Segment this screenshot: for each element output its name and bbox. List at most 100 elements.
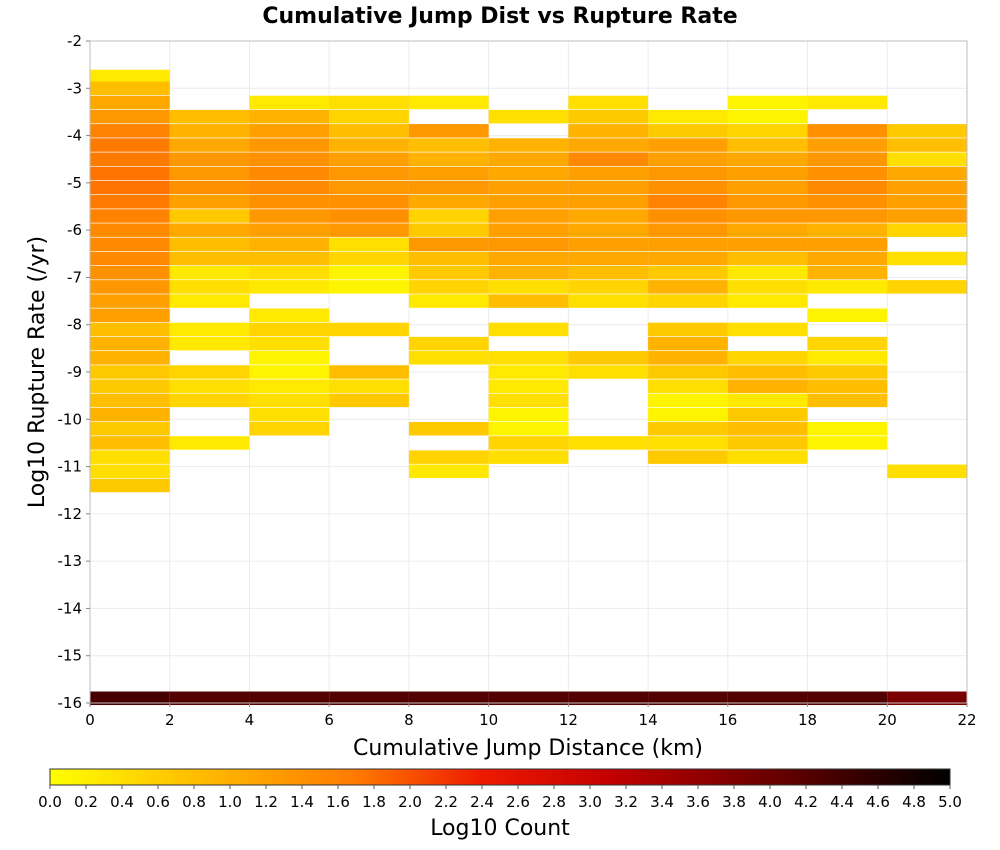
heatmap-cell — [727, 109, 808, 124]
heatmap-cell — [249, 322, 330, 337]
heatmap-cell — [408, 95, 489, 110]
heatmap-cell — [648, 237, 728, 252]
y-tick-label: -2 — [67, 32, 82, 50]
heatmap-cell — [329, 124, 409, 138]
heatmap-cell — [648, 209, 728, 223]
heatmap-cell — [488, 138, 569, 152]
heatmap-cell — [90, 294, 170, 308]
heatmap-cell — [408, 265, 489, 280]
heatmap-cell — [887, 195, 967, 209]
heatmap-cell — [249, 138, 330, 152]
x-tick-label: 16 — [718, 711, 737, 729]
x-tick-label: 18 — [798, 711, 817, 729]
colorbar-tick-label: 1.8 — [362, 793, 386, 811]
heatmap-cell — [90, 124, 170, 138]
x-tick-label: 10 — [479, 711, 498, 729]
heatmap-cell — [648, 265, 728, 280]
heatmap-cell — [408, 124, 489, 138]
heatmap-cell — [727, 237, 808, 252]
heatmap-cell — [488, 322, 569, 337]
heatmap-cell — [648, 691, 728, 706]
heatmap-cell — [408, 180, 489, 195]
plot-area — [89, 40, 968, 706]
heatmap-cell — [249, 237, 330, 252]
heatmap-cell — [807, 421, 888, 436]
heatmap-cell — [169, 436, 250, 450]
heatmap-cell — [329, 195, 409, 209]
heatmap-cell — [249, 180, 330, 195]
heatmap-cell — [249, 95, 330, 110]
chart-title: Cumulative Jump Dist vs Rupture Rate — [262, 4, 737, 29]
heatmap-cell — [408, 138, 489, 152]
y-tick-label: -3 — [67, 79, 82, 97]
heatmap-cell — [169, 109, 250, 124]
x-tick-label: 0 — [85, 711, 95, 729]
colorbar-tick-label: 3.0 — [578, 793, 602, 811]
heatmap-cell — [807, 336, 888, 351]
heatmap-cell — [807, 209, 888, 223]
colorbar-tick-label: 3.2 — [614, 793, 638, 811]
colorbar-tick-label: 1.6 — [326, 793, 350, 811]
heatmap-cell — [488, 691, 569, 706]
heatmap-cell — [648, 322, 728, 337]
heatmap-cell — [887, 691, 967, 706]
y-tick-label: -15 — [58, 647, 83, 665]
heatmap-cell — [90, 195, 170, 209]
y-tick-label: -5 — [67, 174, 82, 192]
heatmap-cell — [488, 180, 569, 195]
heatmap-cell — [249, 109, 330, 124]
heatmap-cell — [90, 322, 170, 337]
heatmap-cell — [648, 351, 728, 365]
colorbar-tick-label: 4.4 — [830, 793, 854, 811]
heatmap-cell — [648, 166, 728, 181]
colorbar-tick-label: 1.2 — [254, 793, 278, 811]
heatmap-cell — [488, 237, 569, 252]
heatmap-cell — [90, 251, 170, 266]
heatmap-cell — [488, 223, 569, 237]
heatmap-cell — [488, 195, 569, 209]
heatmap-cell — [488, 351, 569, 365]
x-tick-label: 20 — [878, 711, 897, 729]
heatmap-cell — [727, 95, 808, 110]
colorbar-tick-label: 4.6 — [866, 793, 890, 811]
heatmap-cell — [887, 152, 967, 166]
heatmap-cell — [488, 407, 569, 422]
heatmap-cell — [727, 265, 808, 280]
heatmap-cell — [408, 209, 489, 223]
y-tick-label: -8 — [67, 316, 82, 334]
heatmap-cell — [568, 209, 649, 223]
heatmap-cell — [648, 138, 728, 152]
heatmap-cell — [568, 180, 649, 195]
heatmap-cell — [169, 180, 250, 195]
heatmap-cell — [648, 280, 728, 294]
heatmap-cell — [249, 166, 330, 181]
heatmap-cell — [488, 265, 569, 280]
heatmap-cell — [408, 294, 489, 308]
heatmap-cell — [169, 294, 250, 308]
heatmap-cell — [408, 336, 489, 351]
heatmap-cell — [90, 166, 170, 181]
x-axis-ticks: 0 2 4 6 8 10 12 14 16 18 20 22 — [85, 703, 977, 729]
colorbar-tick-label: 4.8 — [902, 793, 926, 811]
heatmap-cell — [807, 166, 888, 181]
heatmap-cell — [90, 223, 170, 237]
heatmap-cell — [408, 251, 489, 266]
heatmap-cell — [249, 265, 330, 280]
heatmap-cell — [807, 280, 888, 294]
heatmap-cell — [408, 464, 489, 479]
heatmap-cell — [727, 124, 808, 138]
heatmap-cell — [408, 450, 489, 464]
colorbar-tick-label: 0.8 — [182, 793, 206, 811]
heatmap-cell — [648, 336, 728, 351]
heatmap-cell — [807, 195, 888, 209]
heatmap-cell — [488, 436, 569, 450]
heatmap-cell — [249, 393, 330, 408]
heatmap-cell — [648, 421, 728, 436]
colorbar-gradient — [49, 768, 951, 786]
heatmap-cell — [90, 95, 170, 110]
heatmap-cell — [887, 280, 967, 294]
heatmap-cell — [249, 195, 330, 209]
heatmap-cell — [807, 251, 888, 266]
heatmap-cell — [568, 365, 649, 379]
